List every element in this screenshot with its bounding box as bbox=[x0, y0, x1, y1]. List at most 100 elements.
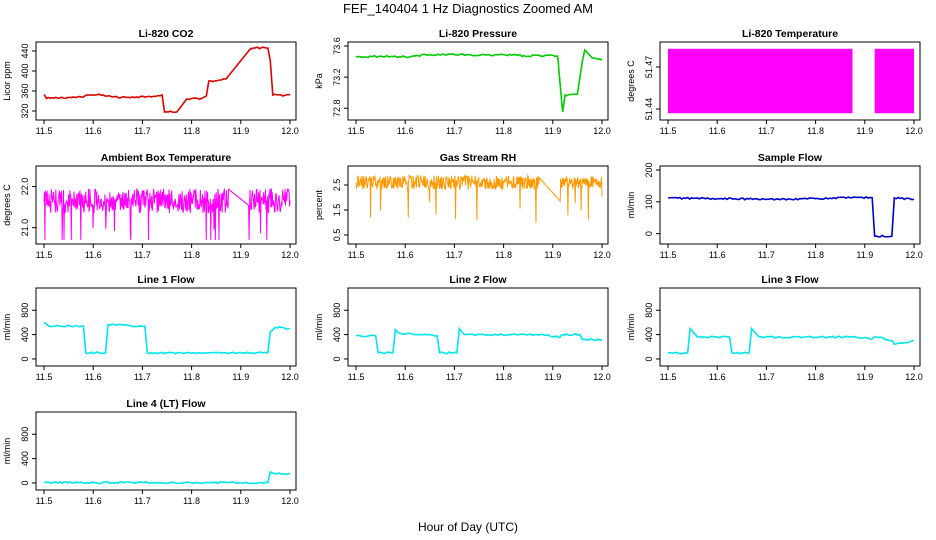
x-tick-label: 11.7 bbox=[446, 372, 463, 382]
y-tick-label: 51.47 bbox=[644, 56, 654, 79]
y-axis-label: ml/min bbox=[314, 314, 324, 341]
x-tick-label: 11.7 bbox=[134, 126, 151, 136]
plot-frame bbox=[659, 165, 921, 245]
plot-frame bbox=[659, 287, 921, 367]
x-tick-label: 11.7 bbox=[758, 126, 775, 136]
x-tick-label: 11.9 bbox=[856, 126, 873, 136]
y-axis-label: kPa bbox=[314, 73, 324, 89]
y-tick-label: 1.5 bbox=[332, 204, 342, 217]
y-tick-label: 400 bbox=[644, 327, 654, 342]
data-series-line bbox=[43, 321, 291, 355]
x-tick-label: 11.5 bbox=[348, 250, 365, 260]
x-tick-label: 11.8 bbox=[183, 126, 200, 136]
y-tick-label: 320 bbox=[20, 103, 30, 118]
x-tick-label: 11.9 bbox=[544, 250, 561, 260]
x-tick-label: 11.9 bbox=[544, 126, 561, 136]
x-tick-label: 11.6 bbox=[709, 250, 726, 260]
data-band bbox=[668, 48, 853, 114]
x-tick-label: 12.0 bbox=[905, 126, 923, 136]
data-series-line bbox=[43, 470, 291, 485]
x-tick-label: 11.7 bbox=[446, 126, 463, 136]
y-tick-label: 400 bbox=[20, 327, 30, 342]
y-tick-label: 0 bbox=[332, 356, 342, 361]
x-tick-label: 11.8 bbox=[495, 250, 512, 260]
y-tick-label: 800 bbox=[20, 303, 30, 318]
y-axis-label: ml/min bbox=[2, 438, 12, 465]
y-axis-label: ml/min bbox=[2, 314, 12, 341]
x-tick-label: 11.7 bbox=[446, 250, 463, 260]
y-tick-label: 72.8 bbox=[332, 99, 342, 117]
panel-title: Line 3 Flow bbox=[761, 274, 819, 286]
y-tick-label: 0 bbox=[644, 356, 654, 361]
x-tick-label: 11.8 bbox=[807, 372, 824, 382]
panel-7: Line 1 Flow ml/min 11.5 11.6 11.7 11.8 11.9 12.… bbox=[2, 274, 299, 382]
x-tick-label: 11.9 bbox=[856, 372, 873, 382]
y-tick-label: 0 bbox=[20, 356, 30, 361]
panel-3: Li-820 Temperature degrees C 11.5 11.6 11.7 1… bbox=[626, 28, 923, 136]
panel-title: Li-820 CO2 bbox=[139, 28, 194, 40]
y-axis-label: ml/min bbox=[626, 314, 636, 341]
x-tick-label: 11.5 bbox=[36, 496, 53, 506]
x-tick-label: 11.6 bbox=[85, 126, 102, 136]
x-tick-label: 11.7 bbox=[134, 250, 151, 260]
y-axis-label: percent bbox=[314, 189, 324, 220]
x-tick-label: 11.5 bbox=[36, 250, 53, 260]
y-tick-label: 800 bbox=[332, 303, 342, 318]
x-tick-label: 12.0 bbox=[281, 496, 299, 506]
y-tick-label: 0 bbox=[20, 480, 30, 485]
x-tick-label: 11.7 bbox=[758, 372, 775, 382]
y-tick-label: 200 bbox=[644, 162, 654, 177]
y-tick-label: 400 bbox=[20, 451, 30, 466]
x-tick-label: 11.6 bbox=[85, 250, 102, 260]
figure-x-label: Hour of Day (UTC) bbox=[418, 520, 518, 534]
x-tick-label: 12.0 bbox=[593, 372, 611, 382]
panel-1: Li-820 CO2 Licor ppm 11.5 11.6 11.7 11.8 11.9 1… bbox=[2, 28, 299, 136]
y-axis-label: Licor ppm bbox=[2, 61, 12, 101]
x-tick-label: 11.9 bbox=[232, 372, 249, 382]
x-tick-label: 11.8 bbox=[183, 496, 200, 506]
x-tick-label: 11.5 bbox=[660, 250, 677, 260]
x-tick-label: 11.8 bbox=[807, 250, 824, 260]
data-series-line bbox=[355, 326, 603, 355]
y-tick-label: 0.5 bbox=[332, 229, 342, 242]
plot-frame bbox=[35, 165, 297, 245]
data-series-line bbox=[667, 195, 915, 238]
x-tick-label: 12.0 bbox=[593, 126, 611, 136]
panel-title: Line 4 (LT) Flow bbox=[126, 398, 206, 410]
x-tick-label: 11.6 bbox=[709, 126, 726, 136]
panel-title: Gas Stream RH bbox=[440, 152, 516, 164]
chart-panels: Li-820 CO2 Licor ppm 11.5 11.6 11.7 11.8 11.9 1… bbox=[2, 28, 923, 506]
panel-title: Li-820 Temperature bbox=[742, 28, 838, 40]
panel-title: Line 2 Flow bbox=[449, 274, 507, 286]
y-axis-label: degrees C bbox=[2, 184, 12, 226]
panel-9: Line 3 Flow ml/min 11.5 11.6 11.7 11.8 11.9 12.… bbox=[626, 274, 923, 382]
figure-title: FEF_140404 1 Hz Diagnostics Zoomed AM bbox=[343, 1, 593, 16]
panel-6: Sample Flow ml/min 11.5 11.6 11.7 11.8 11.9 12.… bbox=[626, 152, 923, 260]
x-tick-label: 11.9 bbox=[232, 126, 249, 136]
x-tick-label: 12.0 bbox=[281, 250, 299, 260]
data-series-line bbox=[667, 326, 915, 355]
x-tick-label: 11.7 bbox=[134, 496, 151, 506]
y-tick-label: 73.2 bbox=[332, 68, 342, 86]
x-tick-label: 11.5 bbox=[348, 372, 365, 382]
y-tick-label: 400 bbox=[332, 327, 342, 342]
y-axis-label: ml/min bbox=[626, 192, 636, 219]
plot-frame bbox=[347, 287, 609, 367]
y-tick-label: 800 bbox=[20, 427, 30, 442]
y-tick-label: 2.5 bbox=[332, 179, 342, 192]
data-series-line bbox=[355, 48, 603, 113]
x-tick-label: 11.6 bbox=[709, 372, 726, 382]
panel-5: Gas Stream RH percent 11.5 11.6 11.7 11.8 11.9… bbox=[314, 152, 611, 260]
plot-frame bbox=[659, 41, 921, 121]
x-tick-label: 11.6 bbox=[85, 372, 102, 382]
panel-2: Li-820 Pressure kPa 11.5 11.6 11.7 11.8 11.9 12… bbox=[314, 28, 611, 136]
plot-frame bbox=[35, 41, 297, 121]
x-tick-label: 11.6 bbox=[397, 250, 414, 260]
y-tick-label: 21.0 bbox=[20, 219, 30, 237]
panel-10: Line 4 (LT) Flow ml/min 11.5 11.6 11.7 11.8 11… bbox=[2, 398, 299, 506]
y-tick-label: 800 bbox=[644, 303, 654, 318]
x-tick-label: 11.5 bbox=[348, 126, 365, 136]
y-tick-label: 100 bbox=[644, 194, 654, 209]
y-tick-label: 360 bbox=[20, 83, 30, 98]
